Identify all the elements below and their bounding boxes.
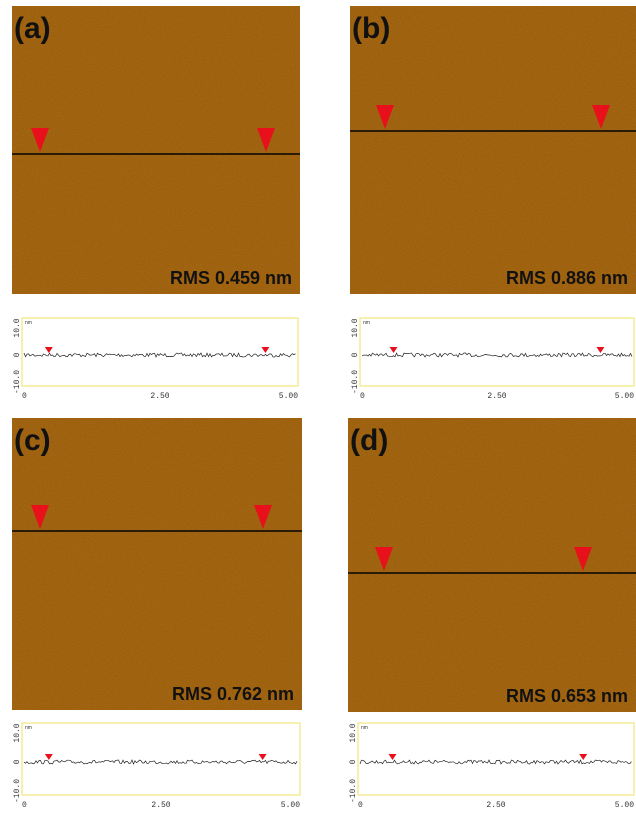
panel-label: (a) [14, 12, 51, 45]
profile-trace [23, 352, 296, 358]
profile-marker [389, 347, 398, 353]
marker-arrow [574, 547, 592, 571]
marker-arrow [592, 105, 610, 129]
y-tick-label: 10.0 [349, 723, 358, 742]
profile-trace [361, 352, 633, 358]
profile-marker [596, 347, 605, 353]
profile-unit: nm [25, 725, 32, 731]
profile-marker [579, 754, 588, 760]
afm-image [350, 6, 636, 294]
rms-label: RMS 0.762 nm [172, 684, 294, 704]
y-tick-label: -10.0 [351, 370, 360, 394]
profile-frame [359, 317, 635, 387]
x-tick-label: 2.50 [486, 801, 505, 810]
profile-trace [359, 759, 632, 765]
profile-unit: nm [363, 320, 370, 326]
x-tick-label: 2.50 [487, 392, 506, 401]
y-tick-label: -10.0 [13, 779, 22, 803]
profile-marker [258, 754, 267, 760]
x-tick-label: 5.00 [615, 801, 634, 810]
rms-label: RMS 0.459 nm [170, 268, 292, 288]
profile-unit: nm [361, 725, 368, 731]
y-tick-label: -10.0 [349, 779, 358, 803]
x-tick-label: 5.00 [615, 392, 634, 401]
profile-unit: nm [25, 320, 32, 326]
x-tick-label: 0 [22, 801, 27, 810]
profile-frame [357, 722, 635, 796]
y-tick-label: -10.0 [13, 370, 22, 394]
profile-marker [261, 347, 270, 353]
afm-image [348, 418, 636, 712]
x-tick-label: 5.00 [281, 801, 300, 810]
afm-image [12, 6, 300, 294]
rms-label: RMS 0.886 nm [506, 268, 628, 288]
y-tick-label: 0 [13, 759, 22, 764]
marker-arrow [31, 128, 49, 152]
marker-arrow [254, 505, 272, 529]
panel-label: (d) [350, 424, 388, 457]
profile-marker [44, 754, 53, 760]
x-tick-label: 0 [360, 392, 365, 401]
x-tick-label: 0 [358, 801, 363, 810]
y-tick-label: 10.0 [13, 723, 22, 742]
y-tick-label: 10.0 [351, 318, 360, 337]
panel-label: (c) [14, 424, 51, 457]
marker-arrow [376, 105, 394, 129]
y-tick-label: 0 [13, 352, 22, 357]
afm-image [12, 418, 302, 710]
marker-arrow [31, 505, 49, 529]
marker-arrow [257, 128, 275, 152]
y-tick-label: 0 [351, 352, 360, 357]
rms-label: RMS 0.653 nm [506, 686, 628, 706]
x-tick-label: 2.50 [151, 801, 170, 810]
panel-label: (b) [352, 12, 390, 45]
marker-arrow [375, 547, 393, 571]
y-tick-label: 0 [349, 759, 358, 764]
profile-marker [44, 347, 53, 353]
profile-trace [23, 759, 298, 765]
x-tick-label: 2.50 [150, 392, 169, 401]
profile-marker [388, 754, 397, 760]
profile-frame [21, 722, 301, 796]
profile-frame [21, 317, 299, 387]
x-tick-label: 5.00 [279, 392, 298, 401]
y-tick-label: 10.0 [13, 318, 22, 337]
x-tick-label: 0 [22, 392, 27, 401]
